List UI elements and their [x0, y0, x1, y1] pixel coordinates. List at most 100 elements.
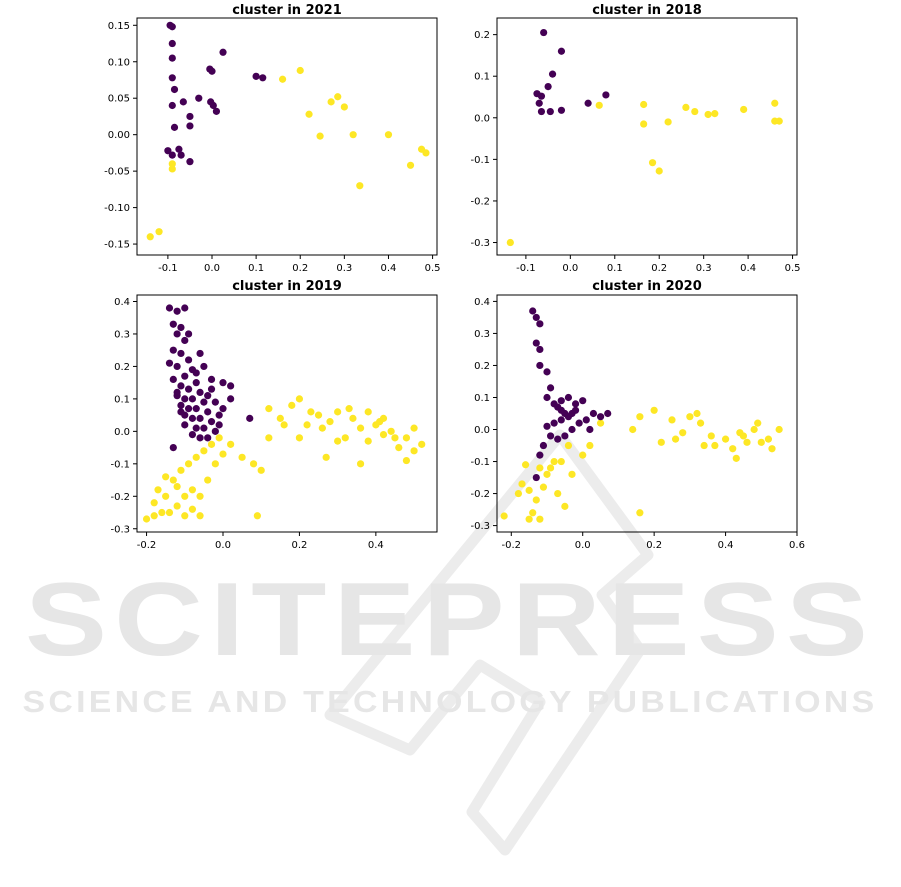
data-point-cluster-0	[169, 320, 177, 328]
data-point-cluster-0	[177, 349, 185, 358]
data-point-cluster-1	[682, 103, 690, 111]
data-point-cluster-0	[557, 397, 565, 405]
data-point-cluster-0	[537, 107, 546, 116]
data-point-cluster-1	[679, 429, 687, 437]
data-point-cluster-0	[168, 101, 176, 110]
data-point-cluster-1	[211, 460, 219, 468]
data-point-cluster-1	[158, 508, 166, 517]
data-point-cluster-0	[192, 369, 200, 377]
data-point-cluster-1	[707, 432, 715, 440]
x-axis: -0.1 0.0 0.1 0.2 0.3 0.4 0.5	[158, 255, 441, 274]
data-point-cluster-1	[629, 425, 637, 434]
plot-frame	[136, 17, 438, 256]
data-point-cluster-0	[596, 413, 605, 421]
data-point-cluster-0	[540, 28, 548, 37]
data-point-cluster-1	[295, 434, 304, 442]
y-axis: -0.3 -0.2 -0.1 0.0 0.1 0.2 0.3 0.4	[470, 297, 497, 532]
data-point-cluster-1	[768, 445, 776, 453]
subplot-title: cluster in 2021	[232, 3, 342, 18]
data-point-cluster-1	[318, 424, 326, 432]
data-point-cluster-1	[550, 457, 558, 466]
data-point-cluster-1	[518, 480, 526, 488]
y-tick-label: 0.2	[474, 30, 490, 41]
data-point-cluster-0	[539, 441, 548, 450]
y-tick-label: 0.3	[114, 329, 130, 340]
data-point-cluster-1	[188, 505, 197, 513]
data-point-cluster-1	[196, 512, 204, 520]
data-point-cluster-1	[219, 450, 227, 458]
data-point-cluster-0	[207, 418, 216, 426]
data-point-cluster-1	[546, 464, 555, 472]
plot-frame	[496, 17, 798, 256]
data-point-cluster-1	[532, 496, 540, 504]
data-point-cluster-0	[219, 48, 227, 56]
data-point-cluster-0	[584, 99, 592, 107]
data-point-cluster-0	[184, 405, 193, 413]
y-axis: -0.3 -0.2 -0.1 0.0 0.1 0.2	[470, 30, 497, 249]
data-point-cluster-1	[173, 502, 181, 510]
data-point-cluster-0	[211, 427, 219, 435]
data-point-cluster-1	[736, 429, 744, 437]
data-point-cluster-0	[177, 382, 185, 390]
data-point-cluster-0	[184, 356, 193, 364]
data-point-cluster-1	[154, 486, 162, 494]
y-tick-label: 0.1	[114, 394, 130, 405]
data-point-cluster-1	[387, 427, 395, 435]
x-tick-label: 0.0	[204, 263, 220, 274]
x-tick-label: 0.5	[785, 263, 801, 274]
x-tick-label: 0.6	[789, 540, 805, 551]
x-tick-label: 0.0	[215, 540, 231, 551]
data-point-cluster-1	[764, 435, 773, 443]
data-point-cluster-0	[529, 307, 537, 315]
scatter-points	[500, 307, 783, 523]
data-point-cluster-0	[173, 307, 181, 315]
data-point-cluster-1	[579, 451, 587, 459]
y-tick-label: 0.15	[108, 21, 130, 32]
data-point-cluster-1	[334, 408, 342, 416]
data-point-cluster-1	[276, 414, 284, 422]
data-point-cluster-0	[215, 411, 223, 419]
watermark-publisher: SCITEPRESS	[25, 562, 875, 678]
y-tick-label: 0.0	[474, 425, 490, 436]
data-point-cluster-1	[640, 100, 648, 109]
data-point-cluster-1	[173, 482, 181, 491]
x-axis: -0.2 0.0 0.2 0.4 0.6	[502, 532, 805, 551]
data-point-cluster-1	[238, 453, 246, 461]
data-point-cluster-1	[536, 464, 544, 472]
data-point-cluster-1	[771, 99, 779, 107]
data-point-cluster-1	[253, 512, 261, 520]
data-point-cluster-0	[192, 379, 200, 387]
data-point-cluster-0	[196, 434, 204, 442]
data-point-cluster-1	[181, 512, 189, 520]
data-point-cluster-0	[168, 74, 176, 82]
data-point-cluster-1	[500, 512, 508, 520]
data-point-cluster-0	[181, 304, 189, 312]
data-point-cluster-0	[188, 395, 197, 403]
data-point-cluster-0	[168, 151, 176, 159]
data-point-cluster-1	[327, 98, 335, 106]
data-point-cluster-0	[246, 414, 254, 422]
data-point-cluster-1	[303, 421, 311, 429]
data-point-cluster-0	[177, 151, 185, 159]
data-point-cluster-1	[341, 434, 349, 442]
subplot-2020: cluster in 2020 -0.2 0.0 0.2 0.4 0.6 -0.3-0.…	[470, 279, 804, 551]
data-point-cluster-0	[548, 70, 557, 78]
scatter-points	[506, 28, 783, 247]
data-point-cluster-1	[561, 502, 569, 510]
data-point-cluster-0	[546, 432, 555, 440]
data-point-cluster-1	[657, 438, 665, 446]
data-point-cluster-1	[729, 445, 737, 453]
data-point-cluster-0	[168, 39, 176, 48]
data-point-cluster-0	[575, 419, 583, 427]
data-point-cluster-1	[395, 443, 403, 452]
data-point-cluster-1	[536, 515, 544, 523]
data-point-cluster-1	[743, 438, 751, 446]
y-tick-label: -0.3	[470, 521, 490, 532]
data-point-cluster-1	[671, 435, 680, 443]
data-point-cluster-0	[181, 421, 189, 429]
x-tick-label: 0.2	[291, 540, 307, 551]
data-point-cluster-0	[537, 92, 546, 100]
data-point-cluster-1	[557, 457, 565, 466]
data-point-cluster-1	[740, 105, 748, 114]
data-point-cluster-1	[668, 416, 676, 424]
